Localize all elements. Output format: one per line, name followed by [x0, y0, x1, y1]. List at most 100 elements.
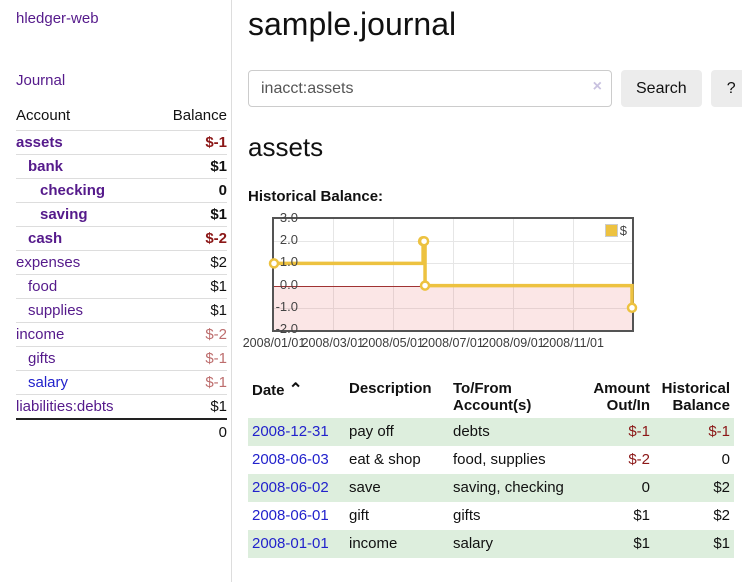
chart-plot-area: $: [268, 217, 638, 332]
transaction-description: save: [345, 474, 449, 502]
balance-series: [268, 235, 638, 314]
account-row: expenses $2: [16, 250, 227, 275]
transaction-description: gift: [349, 507, 370, 524]
clear-search-icon[interactable]: ×: [592, 78, 602, 95]
transaction-balance: $1: [654, 530, 734, 558]
transaction-accounts: salary: [449, 530, 576, 558]
accounts-total-row: 0: [16, 419, 227, 445]
date-link[interactable]: 2008-12-31: [252, 423, 329, 440]
search-bar: × Search ?: [248, 70, 742, 107]
account-link[interactable]: expenses: [16, 254, 81, 271]
chart-legend: $: [604, 223, 627, 238]
x-axis-tick: 2008/01/01: [242, 336, 306, 350]
register-header-date[interactable]: Date ⌃: [252, 380, 303, 399]
accounts-table: Account Balance assets $-1 bank $1 checking 0…: [16, 105, 227, 445]
account-link[interactable]: bank: [28, 158, 64, 175]
accounts-header-balance: Balance: [172, 107, 227, 124]
accounts-header-account: Account: [16, 107, 71, 124]
account-link[interactable]: liabilities:debts: [16, 398, 114, 415]
date-link[interactable]: 2008-06-02: [252, 479, 329, 496]
transaction-balance: $2: [654, 474, 734, 502]
search-input[interactable]: [248, 70, 612, 107]
register-header-description: Description: [349, 380, 432, 397]
main-content: sample.journal × Search ? assets Histori…: [232, 0, 742, 582]
brand-link[interactable]: hledger-web: [16, 10, 99, 27]
x-axis-tick: 2008/11/01: [542, 336, 604, 350]
register-header-row: Date ⌃ Description To/From Account(s) Amo…: [248, 378, 734, 418]
sidebar-item-journal[interactable]: Journal: [16, 72, 66, 89]
transaction-amount: 0: [576, 474, 654, 502]
date-link[interactable]: 2008-01-01: [252, 535, 329, 552]
historical-balance-chart: $ 3.0 2.0 1.0 0.0 -1.0 -2.0 2008/01/01 2008/03/…: [243, 210, 728, 354]
transaction-amount: $1: [576, 530, 654, 558]
account-row: food $1: [16, 274, 227, 299]
sidebar: hledger-web Journal Account Balance asse…: [0, 0, 232, 582]
account-balance: 0: [218, 182, 227, 199]
x-axis-tick: 2008/09/01: [482, 336, 545, 350]
y-axis-tick: 0.0: [279, 276, 298, 292]
account-balance: $1: [210, 206, 227, 223]
account-link[interactable]: income: [16, 326, 65, 343]
account-row: saving $1: [16, 202, 227, 227]
account-balance: $-2: [205, 230, 227, 247]
x-axis-tick: 2008/03/01: [301, 336, 365, 350]
account-row: checking 0: [16, 178, 227, 203]
sort-asc-icon: ⌃: [288, 380, 303, 399]
y-axis-tick: 1.0: [279, 254, 298, 270]
transaction-accounts: food, supplies: [453, 451, 546, 468]
account-link[interactable]: cash: [28, 230, 63, 247]
chart-label: Historical Balance:: [248, 188, 384, 205]
account-balance: $1: [210, 158, 227, 175]
account-link[interactable]: gifts: [28, 350, 56, 367]
account-link[interactable]: assets: [16, 134, 63, 151]
account-row: bank $1: [16, 154, 227, 179]
account-link[interactable]: salary: [28, 374, 69, 391]
date-link[interactable]: 2008-06-01: [252, 507, 329, 524]
y-axis-tick: -1.0: [275, 298, 298, 314]
register-row: 2008-01-01 income salary $1 $1: [248, 530, 734, 558]
register-header-accounts: To/From Account(s): [453, 380, 532, 414]
date-link[interactable]: 2008-06-03: [252, 451, 329, 468]
transaction-accounts: gifts: [453, 507, 481, 524]
account-balance: $-2: [205, 326, 227, 343]
account-link[interactable]: checking: [40, 182, 106, 199]
accounts-table-header: Account Balance: [16, 105, 227, 131]
transaction-description: pay off: [345, 418, 449, 446]
account-link[interactable]: food: [28, 278, 58, 295]
account-link[interactable]: saving: [40, 206, 88, 223]
register-row: 2008-06-01 gift gifts $1 $2: [248, 502, 734, 530]
gridline: [392, 219, 394, 330]
gridline: [513, 219, 515, 330]
gridline: [332, 219, 334, 330]
account-balance: $2: [210, 254, 227, 271]
account-balance: $1: [210, 278, 227, 295]
account-row: gifts $-1: [16, 346, 227, 371]
transaction-accounts: saving, checking: [449, 474, 576, 502]
transaction-balance: $2: [713, 507, 730, 524]
transaction-description: income: [345, 530, 449, 558]
account-link[interactable]: supplies: [28, 302, 84, 319]
transaction-description: eat & shop: [349, 451, 421, 468]
account-title: assets: [248, 132, 324, 162]
account-balance: $-1: [205, 134, 227, 151]
y-axis-tick: 3.0: [279, 210, 298, 225]
accounts-total: 0: [218, 424, 227, 441]
legend-swatch-icon: [604, 224, 618, 237]
negative-region: [274, 285, 632, 330]
register-row: 2008-12-31 pay off debts $-1 $-1: [248, 418, 734, 446]
gridline: [452, 219, 454, 330]
register-row: 2008-06-03 eat & shop food, supplies $-2 0: [248, 446, 734, 474]
account-balance: $-1: [205, 350, 227, 367]
sidebar-nav: Journal: [16, 72, 226, 90]
gridline: [573, 219, 575, 330]
help-button[interactable]: ?: [710, 70, 742, 107]
transaction-accounts: debts: [449, 418, 576, 446]
x-axis-tick: 2008/07/01: [421, 336, 484, 350]
search-button[interactable]: Search: [621, 70, 702, 107]
transaction-amount: $1: [633, 507, 650, 524]
account-balance: $1: [210, 302, 227, 319]
account-row: liabilities:debts $1: [16, 394, 227, 420]
register-header-amount: Amount Out/In: [593, 380, 650, 414]
y-axis-tick: 2.0: [279, 232, 298, 248]
